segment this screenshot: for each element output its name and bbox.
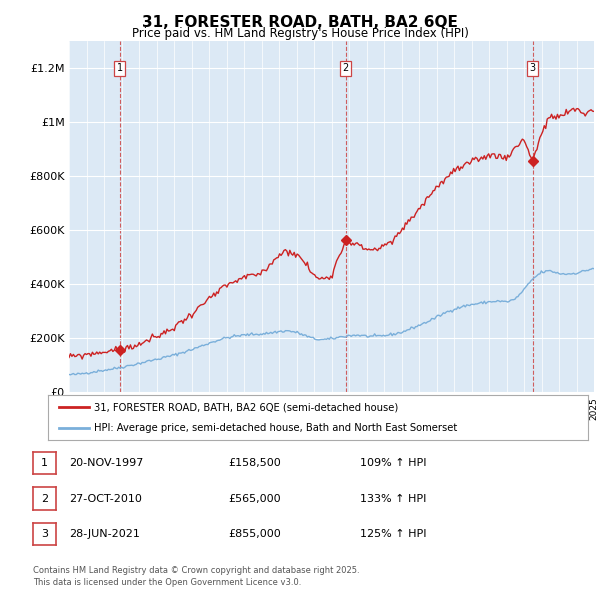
Text: 28-JUN-2021: 28-JUN-2021 (69, 529, 140, 539)
Text: 31, FORESTER ROAD, BATH, BA2 6QE (semi-detached house): 31, FORESTER ROAD, BATH, BA2 6QE (semi-d… (94, 402, 398, 412)
Text: £158,500: £158,500 (228, 458, 281, 468)
Text: 1: 1 (41, 458, 48, 468)
Text: 2: 2 (343, 63, 349, 73)
Text: 125% ↑ HPI: 125% ↑ HPI (360, 529, 427, 539)
Text: HPI: Average price, semi-detached house, Bath and North East Somerset: HPI: Average price, semi-detached house,… (94, 422, 457, 432)
Text: Contains HM Land Registry data © Crown copyright and database right 2025.
This d: Contains HM Land Registry data © Crown c… (33, 566, 359, 587)
Text: £855,000: £855,000 (228, 529, 281, 539)
Text: 1: 1 (116, 63, 122, 73)
Text: 3: 3 (530, 63, 536, 73)
Text: 20-NOV-1997: 20-NOV-1997 (69, 458, 143, 468)
Text: 133% ↑ HPI: 133% ↑ HPI (360, 494, 427, 503)
Text: 3: 3 (41, 529, 48, 539)
Text: £565,000: £565,000 (228, 494, 281, 503)
Text: 109% ↑ HPI: 109% ↑ HPI (360, 458, 427, 468)
Text: 27-OCT-2010: 27-OCT-2010 (69, 494, 142, 503)
Text: 31, FORESTER ROAD, BATH, BA2 6QE: 31, FORESTER ROAD, BATH, BA2 6QE (142, 15, 458, 30)
Text: Price paid vs. HM Land Registry's House Price Index (HPI): Price paid vs. HM Land Registry's House … (131, 27, 469, 40)
Text: 2: 2 (41, 494, 48, 503)
